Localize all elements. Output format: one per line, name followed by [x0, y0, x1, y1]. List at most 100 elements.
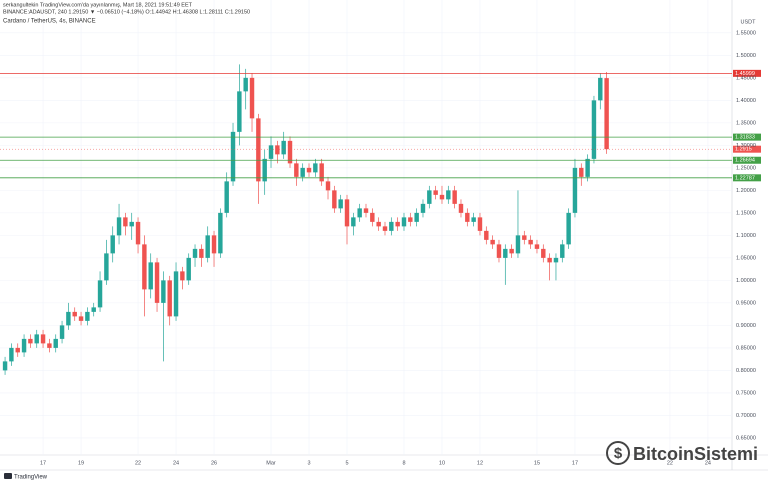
candle-body: [344, 199, 350, 227]
candle-body: [78, 316, 84, 321]
candle-body: [287, 140, 293, 164]
candle-body: [313, 163, 318, 173]
svg-text:$: $: [614, 445, 623, 462]
candle-body: [471, 217, 476, 222]
candle-body: [484, 230, 489, 240]
x-tick-label: 22: [667, 460, 673, 466]
x-tick-label: 19: [78, 460, 84, 466]
candle-body: [338, 199, 343, 209]
last-price-box: [733, 145, 761, 153]
candle-body: [199, 248, 204, 258]
candle-body: [180, 271, 185, 281]
candle-body: [452, 190, 457, 204]
candle-body: [211, 235, 217, 254]
candle-body: [503, 248, 508, 258]
candle-body: [218, 212, 223, 254]
candle-body: [515, 235, 521, 254]
watermark-logo: $: [606, 441, 630, 465]
candle-body: [522, 235, 527, 240]
candle-body: [319, 163, 324, 182]
candle-body: [224, 181, 229, 213]
x-tick-label: 10: [439, 460, 445, 466]
candle-body: [401, 217, 407, 227]
level-label: 1.22787: [735, 175, 755, 181]
candle-body: [256, 118, 261, 182]
overlays: 1.45999 1.31833 1.26694 1.22787 1.2915: [0, 69, 761, 182]
candle-body: [566, 212, 571, 245]
watermark: BitcoinSistemi: [633, 444, 758, 464]
y-tick-label: 1.40000: [736, 98, 756, 104]
candle-body: [351, 217, 356, 227]
level-label-box: [733, 133, 761, 141]
x-tick-label: 17: [40, 460, 46, 466]
y-tick-label: 1.10000: [736, 233, 756, 239]
candle-body: [300, 167, 305, 177]
candle-body: [21, 338, 27, 353]
candle-body: [47, 343, 52, 348]
candle-body: [275, 145, 280, 155]
x-tick-label: 15: [534, 460, 540, 466]
y-tick-label: 1.15000: [736, 210, 756, 216]
footer: TradingView: [14, 475, 48, 481]
candle-body: [490, 239, 495, 245]
candle-body: [15, 347, 20, 353]
candle-body: [91, 307, 96, 312]
candle-body: [553, 257, 559, 263]
candle-body: [376, 221, 381, 227]
candle-body: [167, 280, 172, 317]
candle-body: [85, 311, 90, 321]
candle-body: [534, 244, 540, 249]
header: serkangultekin TradingView.com'da yayınl…: [3, 2, 193, 8]
y-tick-label: 0.70000: [736, 413, 756, 419]
candle-body: [148, 262, 153, 290]
candle-body: [135, 221, 141, 245]
candles: [2, 64, 609, 375]
candle-body: [9, 347, 14, 362]
candle-body: [572, 167, 578, 213]
candle-body: [205, 235, 210, 258]
candle-body: [420, 203, 426, 213]
y-tick-label: 0.95000: [736, 300, 756, 306]
candle-body: [116, 217, 122, 236]
y-tick-label: 1.50000: [736, 53, 756, 59]
level-label-box: [733, 174, 761, 182]
candle-body: [395, 221, 400, 227]
candle-body: [123, 217, 128, 227]
candle-body: [97, 280, 103, 308]
candle-body: [281, 140, 286, 155]
candle-body: [129, 221, 134, 227]
y-tick-label: 1.45000: [736, 75, 756, 81]
candle-body: [186, 257, 191, 281]
candle-body: [528, 239, 533, 245]
candle-body: [598, 77, 603, 101]
candle-body: [363, 208, 369, 213]
candle-body: [585, 158, 590, 177]
level-label: 1.26694: [735, 158, 755, 164]
candle-body: [294, 163, 299, 177]
candle-body: [433, 190, 438, 195]
candle-body: [439, 194, 445, 200]
candle-body: [230, 131, 236, 182]
candle-body: [357, 208, 362, 218]
x-tick-label: 17: [572, 460, 578, 466]
candle-body: [446, 190, 451, 200]
candle-body: [268, 145, 274, 159]
candle-body: [477, 217, 483, 231]
candle-body: [509, 248, 514, 254]
candle-body: [325, 181, 331, 191]
candle-body: [161, 280, 166, 303]
candle-body: [541, 248, 546, 258]
level-label: 1.45999: [735, 71, 755, 77]
y-tick-label: 1.05000: [736, 255, 756, 261]
candle-body: [72, 311, 77, 317]
candle-body: [2, 361, 8, 371]
candle-body: [560, 244, 565, 258]
x-tick-label: 12: [477, 460, 483, 466]
footer-logo: [4, 473, 12, 479]
x-tick-label: 26: [211, 460, 217, 466]
candle-body: [496, 244, 502, 258]
x-tick-label: 24: [705, 460, 711, 466]
candle-body: [382, 226, 388, 231]
